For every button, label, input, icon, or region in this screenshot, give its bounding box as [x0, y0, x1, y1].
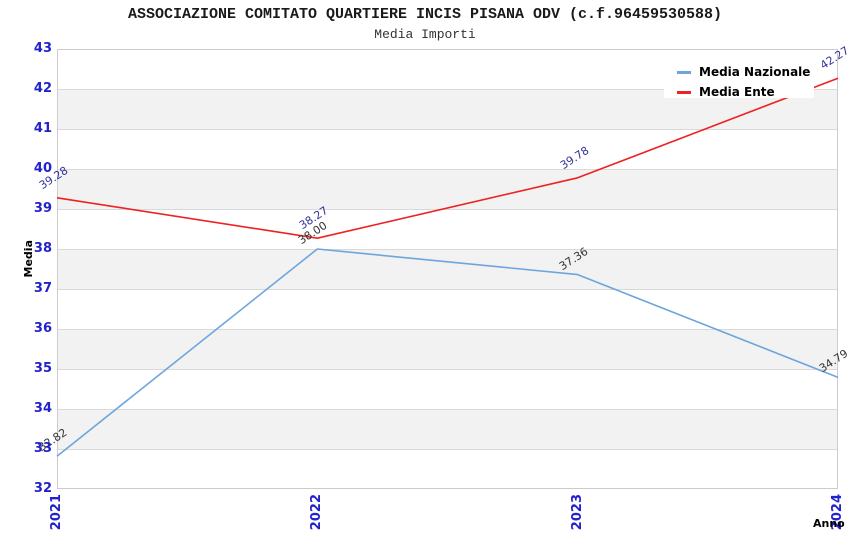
line-series-layer: [56, 77, 839, 457]
legend-swatch-icon: [677, 90, 691, 94]
y-tick-label: 36: [33, 321, 52, 336]
plot-band: [57, 209, 838, 249]
y-tick-label: 35: [33, 361, 52, 376]
plot-band: [57, 369, 838, 409]
y-tick-label: 33: [33, 441, 52, 456]
y-tick-label: 34: [33, 401, 52, 416]
y-tick-label: 39: [33, 201, 52, 216]
legend-item-label: Media Ente: [699, 85, 775, 99]
x-tick-label: 2021: [49, 494, 64, 531]
plot-area: 32.82 38.00 37.36 34.79 39.28 38.27 39.78 42.27…: [36, 44, 850, 489]
gridline: [57, 129, 838, 130]
legend-swatch-icon: [677, 70, 691, 74]
plot-band: [57, 169, 838, 209]
gridline: [57, 89, 838, 90]
x-tick-label: 2023: [569, 494, 585, 531]
x-tick-label: 2022: [309, 494, 325, 531]
gridline: [57, 249, 838, 250]
series-line-media-ente: [56, 77, 839, 239]
plot-band: [57, 129, 838, 169]
y-tick-label: 43: [33, 41, 52, 56]
legend: Media Nazionale Media Ente: [664, 50, 814, 99]
chart-subtitle: Media Importi: [374, 27, 476, 42]
gridline: [57, 209, 838, 210]
gridline: [57, 329, 838, 330]
gridline: [57, 289, 838, 290]
chart-title: ASSOCIAZIONE COMITATO QUARTIERE INCIS PI…: [127, 6, 723, 23]
y-tick-label: 37: [33, 281, 52, 296]
gridline: [57, 169, 838, 170]
y-tick-label: 42: [33, 81, 52, 96]
x-axis-title: Anno: [813, 517, 845, 530]
plot-band: [57, 409, 838, 449]
legend-item-media-ente: Media Ente: [664, 82, 814, 102]
y-tick-label: 38: [33, 241, 52, 256]
plot-band: [57, 449, 838, 489]
y-tick-label: 32: [33, 481, 52, 496]
gridline: [57, 409, 838, 410]
gridline: [57, 449, 838, 450]
legend-item-media-nazionale: Media Nazionale: [664, 62, 814, 82]
plot-band: [57, 289, 838, 329]
plot-band: [57, 329, 838, 369]
gridline: [57, 369, 838, 370]
plot-band: [57, 249, 838, 289]
y-tick-label: 40: [33, 161, 52, 176]
legend-item-label: Media Nazionale: [699, 65, 811, 79]
y-tick-label: 41: [33, 121, 52, 136]
series-line-media-nazionale: [56, 248, 839, 457]
